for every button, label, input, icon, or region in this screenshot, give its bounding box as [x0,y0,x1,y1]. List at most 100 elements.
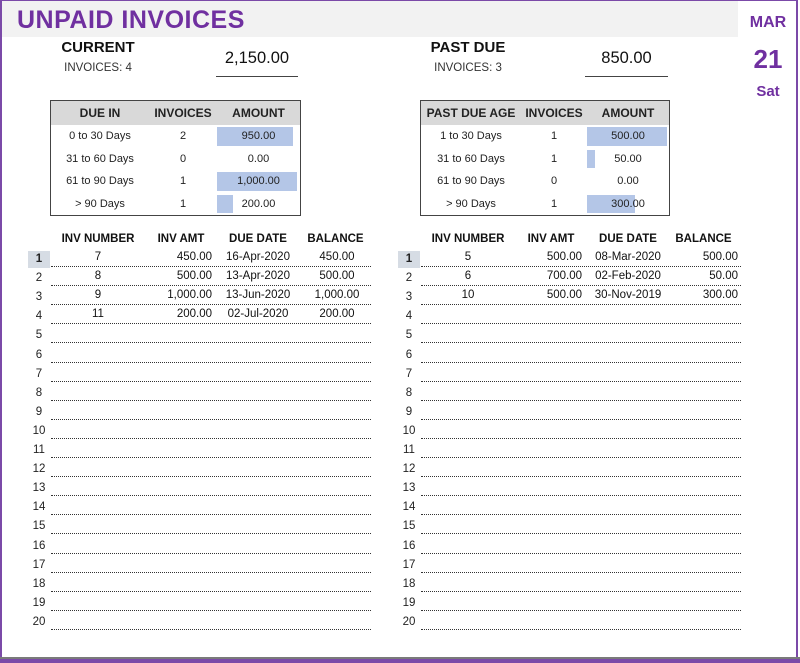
table-row[interactable]: 1 5 500.00 08-Mar-2020 500.00 [398,250,743,269]
table-row[interactable]: 12 [28,460,373,479]
table-row[interactable]: 7 [398,365,743,384]
row-divider [51,399,371,401]
row-number: 9 [35,405,43,418]
table-row[interactable]: 6 [28,346,373,365]
page-title: UNPAID INVOICES [17,6,245,34]
row-divider [51,380,371,382]
aging-row: 31 to 60 Days 1 50.00 [421,148,669,171]
row-number: 5 [35,329,43,342]
aging-row: 1 to 30 Days 1 500.00 [421,125,669,148]
col-header-amount: AMOUNT [601,106,655,120]
table-row[interactable]: 18 [28,575,373,594]
row-divider [51,571,371,573]
row-number: 6 [35,348,43,361]
row-number: 1 [28,251,50,268]
aging-range: 31 to 60 Days [437,152,505,165]
table-row[interactable]: 19 [28,594,373,613]
col-header-past-due-age: PAST DUE AGE [426,106,516,120]
aging-invoice-count: 1 [179,197,187,210]
table-row[interactable]: 2 6 700.00 02-Feb-2020 50.00 [398,269,743,288]
col-header-inv-amt: INV AMT [157,233,205,245]
aging-range: > 90 Days [446,197,496,210]
past-due-label: PAST DUE [430,39,506,56]
row-divider [51,476,371,478]
aging-amount-cell: 500.00 [587,125,669,148]
table-row[interactable]: 3 10 500.00 30-Nov-2019 300.00 [398,288,743,307]
table-row[interactable]: 6 [398,346,743,365]
row-divider [421,285,741,287]
row-divider [421,552,741,554]
aging-invoice-count: 1 [550,130,558,143]
table-row[interactable]: 11 [28,441,373,460]
table-row[interactable]: 9 [28,403,373,422]
table-row[interactable]: 18 [398,575,743,594]
table-row[interactable]: 16 [28,537,373,556]
balance: 50.00 [709,270,738,283]
table-row[interactable]: 13 [398,479,743,498]
due-date: 02-Jul-2020 [227,308,289,321]
table-row[interactable]: 7 [28,365,373,384]
inv-amount: 500.00 [546,251,582,263]
row-divider [51,437,371,439]
aging-invoice-count: 0 [179,152,187,165]
row-divider [421,418,741,420]
row-number: 19 [32,596,46,609]
table-row[interactable]: 8 [28,384,373,403]
past-due-invoice-count: INVOICES: 3 [434,62,502,74]
col-header-invoices: INVOICES [525,106,583,120]
bottom-border [0,657,800,663]
row-divider [421,266,741,267]
row-number: 16 [32,539,46,552]
table-row[interactable]: 10 [398,422,743,441]
inv-amount: 500.00 [176,270,212,283]
aging-row: > 90 Days 1 300.00 [421,193,669,216]
inv-amount: 1,000.00 [167,289,212,302]
col-header-due-date: DUE DATE [229,233,287,245]
table-row[interactable]: 17 [398,556,743,575]
table-row[interactable]: 2 8 500.00 13-Apr-2020 500.00 [28,269,373,288]
row-number: 14 [32,501,46,514]
table-row[interactable]: 14 [28,498,373,517]
aging-amount-cell: 0.00 [587,170,669,193]
date-weekday: Sat [756,83,780,100]
due-date: 08-Mar-2020 [595,251,661,263]
aging-row: 0 to 30 Days 2 950.00 [51,125,300,148]
table-row[interactable]: 5 [28,326,373,345]
table-row[interactable]: 5 [398,326,743,345]
table-row[interactable]: 20 [28,613,373,632]
table-row[interactable]: 14 [398,498,743,517]
table-row[interactable]: 12 [398,460,743,479]
row-number: 9 [405,405,413,418]
table-row[interactable]: 10 [28,422,373,441]
table-row[interactable]: 9 [398,403,743,422]
table-row[interactable]: 4 [398,307,743,326]
table-row[interactable]: 8 [398,384,743,403]
row-number: 20 [402,615,416,628]
data-bar [587,194,635,213]
row-divider [51,533,371,535]
row-divider [421,609,741,611]
aging-row: 61 to 90 Days 0 0.00 [421,170,669,193]
table-row[interactable]: 17 [28,556,373,575]
table-row[interactable]: 3 9 1,000.00 13-Jun-2020 1,000.00 [28,288,373,307]
table-row[interactable]: 15 [28,517,373,536]
row-number: 1 [398,251,420,268]
inv-amount: 700.00 [546,270,582,283]
row-divider [421,628,741,630]
aging-range: 61 to 90 Days [66,175,134,188]
table-row[interactable]: 13 [28,479,373,498]
table-row[interactable]: 15 [398,517,743,536]
current-invoice-list: INV NUMBER INV AMT DUE DATE BALANCE 1 7 45… [28,233,373,633]
table-row[interactable]: 1 7 450.00 16-Apr-2020 450.00 [28,250,373,269]
row-number: 15 [32,520,46,533]
table-row[interactable]: 4 11 200.00 02-Jul-2020 200.00 [28,307,373,326]
data-bar [587,127,667,146]
inv-number: 9 [94,289,102,302]
row-divider [51,361,371,363]
table-row[interactable]: 16 [398,537,743,556]
table-row[interactable]: 20 [398,613,743,632]
row-divider [421,533,741,535]
table-row[interactable]: 11 [398,441,743,460]
row-number: 6 [405,348,413,361]
table-row[interactable]: 19 [398,594,743,613]
